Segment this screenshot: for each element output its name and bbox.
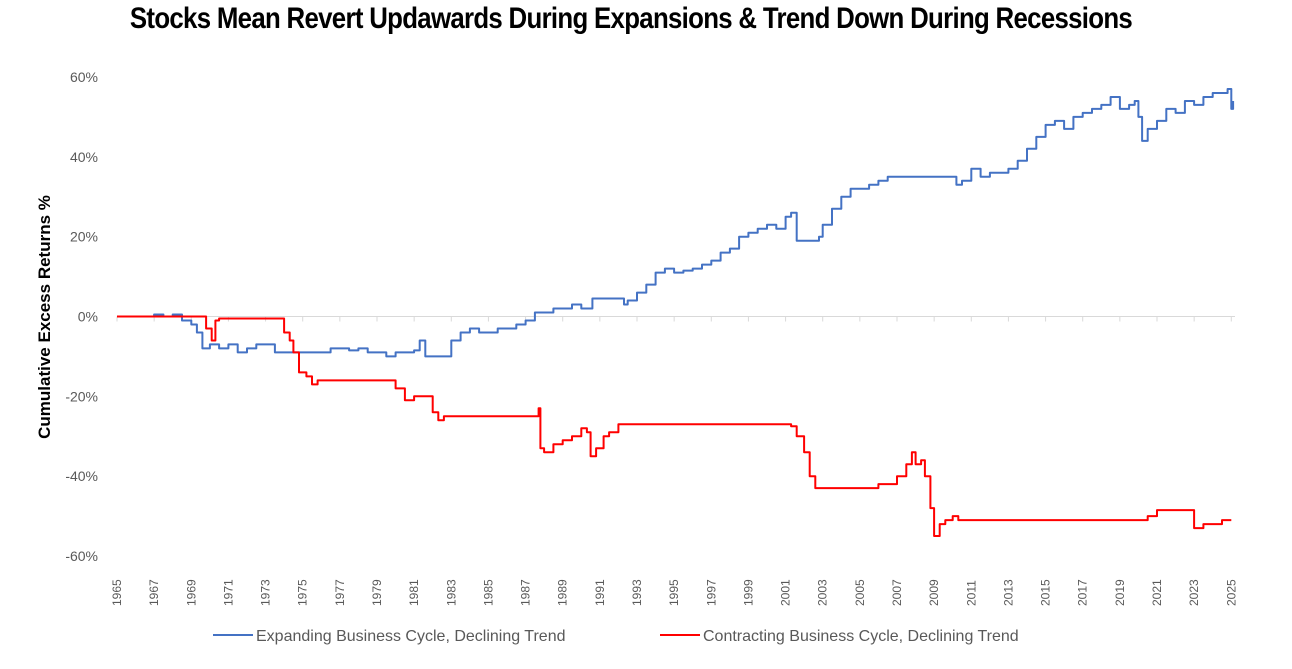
y-tick-label: 0% xyxy=(78,309,98,325)
x-tick-label: 1979 xyxy=(370,579,384,606)
y-tick-label: -20% xyxy=(65,388,98,404)
x-tick-label: 2021 xyxy=(1150,579,1164,606)
chart-title: Stocks Mean Revert Updawards During Expa… xyxy=(129,2,1133,35)
series-lines xyxy=(117,88,1235,537)
x-tick-label: 1981 xyxy=(407,579,421,606)
x-tick-label: 1987 xyxy=(519,579,533,606)
x-tick-label: 2015 xyxy=(1039,579,1053,606)
y-tick-label: 40% xyxy=(70,149,98,165)
series-line-2 xyxy=(117,315,1232,537)
x-tick-label: 1993 xyxy=(630,579,644,606)
x-tick-label: 2001 xyxy=(779,579,793,606)
x-tick-label: 2003 xyxy=(816,579,830,606)
x-tick-label: 1973 xyxy=(259,579,273,606)
legend-label-2: Contracting Business Cycle, Declining Tr… xyxy=(703,628,1019,645)
x-tick-label: 1991 xyxy=(593,579,607,606)
y-axis-ticks: 60% 40% 20% 0% -20% -40% -60% xyxy=(65,69,98,564)
x-tick-label: 1971 xyxy=(221,579,235,606)
series-line-1 xyxy=(117,88,1235,358)
x-tick-label: 1997 xyxy=(704,579,718,606)
x-tick-label: 1969 xyxy=(184,579,198,606)
x-tick-label: 2025 xyxy=(1224,579,1238,606)
x-tick-label: 2013 xyxy=(1001,579,1015,606)
x-tick-label: 1983 xyxy=(444,579,458,606)
x-tick-label: 1975 xyxy=(296,579,310,606)
x-tick-label: 2019 xyxy=(1113,579,1127,606)
x-tick-label: 1965 xyxy=(110,579,124,606)
x-tick-label: 2005 xyxy=(853,579,867,606)
x-tick-label: 2017 xyxy=(1076,579,1090,606)
legend: Expanding Business Cycle, Declining Tren… xyxy=(213,628,1019,645)
y-tick-label: -40% xyxy=(65,468,98,484)
legend-label-1: Expanding Business Cycle, Declining Tren… xyxy=(256,628,566,645)
y-tick-label: -60% xyxy=(65,548,98,564)
x-tick-label: 1999 xyxy=(741,579,755,606)
x-axis-ticks: 1965 1967 1969 1971 1973 1975 1977 1979 1981 1983… xyxy=(110,316,1238,606)
x-tick-label: 1967 xyxy=(147,579,161,606)
y-axis-label: Cumulative Excess Returns % xyxy=(35,195,54,439)
x-tick-label: 1977 xyxy=(333,579,347,606)
x-tick-label: 2023 xyxy=(1187,579,1201,606)
x-tick-label: 2011 xyxy=(964,580,978,606)
x-tick-label: 1985 xyxy=(481,579,495,606)
y-tick-label: 60% xyxy=(70,69,98,85)
x-tick-label: 2007 xyxy=(890,579,904,606)
x-tick-label: 1989 xyxy=(556,579,570,606)
x-tick-label: 2009 xyxy=(927,579,941,606)
x-tick-label: 1995 xyxy=(667,579,681,606)
y-tick-label: 20% xyxy=(70,229,98,245)
